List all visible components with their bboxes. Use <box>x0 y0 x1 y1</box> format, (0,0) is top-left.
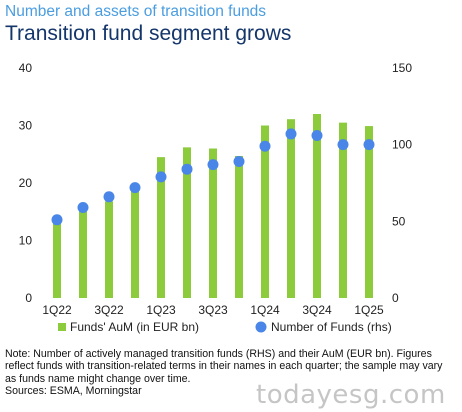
x-axis-tick-label: 1Q24 <box>250 303 280 317</box>
funds-count-point <box>207 159 219 171</box>
aum-bar <box>339 122 347 298</box>
legend-swatch-funds <box>255 321 267 333</box>
chart-title: Transition fund segment grows <box>5 22 292 45</box>
funds-count-point <box>181 163 193 175</box>
aum-bar <box>105 201 113 298</box>
left-axis-tick-label: 10 <box>19 234 33 248</box>
right-axis-tick-label: 0 <box>392 291 399 305</box>
aum-bar <box>183 147 191 298</box>
legend-swatch-aum <box>58 323 66 331</box>
x-axis-tick-label: 1Q22 <box>42 303 72 317</box>
right-axis-tick-label: 50 <box>392 214 406 228</box>
funds-count-point <box>129 182 141 194</box>
right-axis-tick-label: 100 <box>392 138 412 152</box>
legend-label-funds: Number of Funds (rhs) <box>271 320 392 334</box>
watermark: todayesg.com <box>256 380 446 410</box>
funds-count-point <box>77 202 89 214</box>
x-axis-tick-label: 1Q25 <box>354 303 384 317</box>
left-axis-tick-label: 40 <box>19 61 33 75</box>
x-axis-tick-label: 3Q22 <box>94 303 124 317</box>
chart-sources: Sources: ESMA, Morningstar <box>5 385 142 397</box>
aum-bar <box>209 148 217 298</box>
aum-bar <box>235 155 243 298</box>
aum-bar <box>365 126 373 298</box>
funds-count-point <box>337 139 349 151</box>
x-axis-tick-label: 3Q23 <box>198 303 228 317</box>
funds-count-point <box>51 214 63 226</box>
aum-bar <box>79 207 87 298</box>
chart-note: Note: Number of actively managed transit… <box>5 348 443 385</box>
right-axis-tick-label: 150 <box>392 61 412 75</box>
left-axis-tick-label: 0 <box>25 291 32 305</box>
aum-bar <box>53 218 61 298</box>
x-axis-tick-label: 1Q23 <box>146 303 176 317</box>
funds-count-point <box>311 129 323 141</box>
aum-bar <box>157 157 165 298</box>
legend-label-aum: Funds' AuM (in EUR bn) <box>70 320 199 334</box>
funds-count-point <box>285 128 297 140</box>
funds-count-point <box>259 140 271 152</box>
aum-bar <box>131 187 139 298</box>
aum-bar <box>287 119 295 298</box>
x-axis-tick-label: 3Q24 <box>302 303 332 317</box>
left-axis-tick-label: 30 <box>19 119 33 133</box>
aum-bar <box>261 125 269 298</box>
funds-count-point <box>363 139 375 151</box>
funds-count-point <box>155 171 167 183</box>
funds-count-point <box>233 156 245 168</box>
chart-canvas: 0 10 20 30 40 0 50 100 150 1Q22 3Q22 1Q23 3Q23 1Q24 3Q… <box>19 61 413 334</box>
chart-subtitle: Number and assets of transition funds <box>5 3 267 20</box>
funds-count-point <box>103 191 115 203</box>
aum-bar <box>313 114 321 298</box>
left-axis-tick-label: 20 <box>19 176 33 190</box>
